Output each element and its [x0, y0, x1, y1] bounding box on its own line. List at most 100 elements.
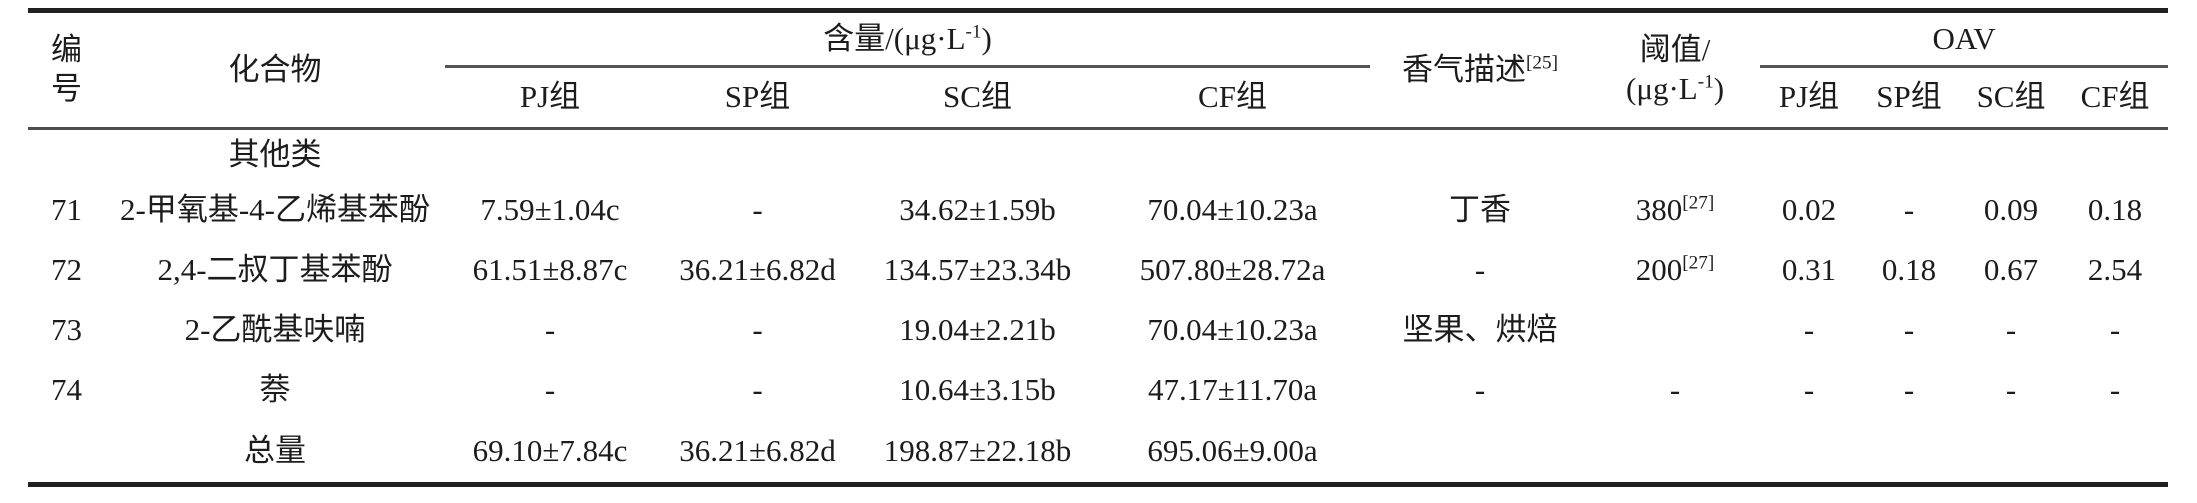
empty-cell	[1960, 129, 2062, 181]
oav-value-sc: 0.09	[1983, 192, 2039, 228]
oav-value-pj: -	[1803, 372, 1815, 408]
aroma-reference-superscript: [25]	[1526, 52, 1559, 74]
total-content-cf: 695.06±9.00a	[1147, 432, 1318, 468]
content-unit-superscript: -1	[965, 21, 982, 43]
threshold-value: 200[27]	[1635, 252, 1715, 288]
aroma-description: -	[1474, 372, 1486, 408]
column-group-oav: OAV	[1760, 10, 2169, 68]
total-label: 总量	[244, 432, 306, 468]
content-value-cf: 507.80±28.72a	[1139, 252, 1326, 288]
table-row: 71 2-甲氧基-4-乙烯基苯酚 7.59±1.04c - 34.62±1.59…	[28, 181, 2168, 241]
aroma-description: 坚果、烘焙	[1402, 312, 1558, 348]
content-value-sp: -	[752, 192, 763, 228]
empty-cell	[1858, 129, 1960, 181]
oav-value-sc: 0.67	[1983, 252, 2039, 288]
threshold-value: 380[27]	[1635, 192, 1715, 228]
total-content-sc: 198.87±22.18b	[883, 432, 1072, 468]
column-group-content: 含量/(μg·L-1)	[445, 10, 1371, 68]
empty-cell	[2062, 129, 2168, 181]
threshold-value	[1590, 301, 1760, 361]
threshold-reference-superscript: [27]	[1682, 252, 1715, 274]
empty-cell	[28, 421, 105, 485]
content-value-cf: 70.04±10.23a	[1147, 192, 1318, 228]
column-header-compound: 化合物	[105, 10, 445, 130]
row-id: 73	[51, 312, 82, 348]
compound-name: 2-甲氧基-4-乙烯基苯酚	[120, 192, 430, 228]
total-content-sp: 36.21±6.82d	[679, 432, 836, 468]
content-value-cf: 70.04±10.23a	[1147, 312, 1318, 348]
id-header-label: 编号	[51, 32, 82, 106]
content-value-sc: 10.64±3.15b	[899, 372, 1056, 408]
empty-cell	[1760, 421, 1858, 485]
compound-name: 2,4-二叔丁基苯酚	[157, 252, 393, 288]
category-label: 其他类	[228, 136, 322, 172]
category-row-others: 其他类	[28, 129, 2168, 181]
table-row: 74 萘 - - 10.64±3.15b 47.17±11.70a - - - …	[28, 361, 2168, 421]
empty-cell	[1590, 421, 1760, 485]
oav-value-sp: -	[1903, 192, 1915, 228]
content-subheader-pj: PJ组	[445, 66, 655, 130]
content-value-pj: -	[544, 312, 556, 348]
compound-name: 萘	[259, 372, 291, 408]
content-value-sc: 34.62±1.59b	[899, 192, 1056, 228]
header-row-groups: 编号 化合物 含量/(μg·L-1) 香气描述[25] 阈值/ (μg·L-1)…	[28, 10, 2169, 130]
content-value-sp: -	[752, 312, 763, 348]
compound-content-oav-table: 编号 化合物 含量/(μg·L-1) 香气描述[25] 阈值/ (μg·L-1)…	[28, 8, 2169, 487]
content-value-pj: -	[544, 372, 556, 408]
total-row: 总量 69.10±7.84c 36.21±6.82d 198.87±22.18b…	[28, 421, 2168, 485]
content-value-sp: 36.21±6.82d	[679, 252, 836, 288]
table-row: 72 2,4-二叔丁基苯酚 61.51±8.87c 36.21±6.82d 13…	[28, 241, 2168, 301]
content-value-pj: 7.59±1.04c	[480, 192, 620, 228]
oav-subheader-cf: CF组	[2062, 66, 2169, 130]
content-value-sc: 19.04±2.21b	[899, 312, 1056, 348]
empty-cell	[1960, 421, 2062, 485]
empty-cell	[1370, 129, 1590, 181]
oav-value-sp: -	[1903, 372, 1915, 408]
column-header-threshold: 阈值/ (μg·L-1)	[1590, 10, 1761, 130]
oav-value-sc: -	[2005, 372, 2017, 408]
empty-cell	[1370, 421, 1590, 485]
empty-cell	[860, 129, 1095, 181]
empty-cell	[1760, 129, 1858, 181]
aroma-description: 丁香	[1449, 192, 1512, 228]
content-value-sc: 134.57±23.34b	[883, 252, 1072, 288]
oav-value-pj: 0.02	[1781, 192, 1837, 228]
compound-header-label: 化合物	[228, 51, 322, 87]
row-id: 74	[51, 372, 82, 408]
oav-subheader-sp: SP组	[1858, 66, 1961, 130]
content-value-cf: 47.17±11.70a	[1147, 372, 1318, 408]
content-subheader-cf: CF组	[1095, 66, 1371, 130]
compound-name: 2-乙酰基呋喃	[184, 312, 366, 348]
header-row-subcolumns: PJ组 SP组 SC组 CF组 PJ组 SP组 SC组 CF组	[28, 66, 2169, 130]
oav-subheader-sc: SC组	[1960, 66, 2063, 130]
row-id: 71	[51, 192, 82, 228]
column-header-aroma: 香气描述[25]	[1370, 10, 1591, 130]
empty-cell	[1590, 129, 1760, 181]
oav-value-cf: -	[2109, 312, 2121, 348]
aroma-header-label: 香气描述	[1402, 51, 1527, 87]
content-subheader-sp: SP组	[655, 66, 860, 130]
threshold-reference-superscript: [27]	[1682, 192, 1715, 214]
threshold-header-line1: 阈值/	[1639, 32, 1711, 68]
row-id: 72	[51, 252, 82, 288]
empty-cell	[1095, 129, 1370, 181]
threshold-header-line2: (μg·L-1)	[1626, 71, 1725, 106]
empty-cell	[655, 129, 860, 181]
total-content-pj: 69.10±7.84c	[472, 432, 628, 468]
oav-value-sp: 0.18	[1881, 252, 1937, 288]
oav-value-cf: 2.54	[2087, 252, 2143, 288]
column-header-id: 编号	[28, 10, 105, 130]
content-subheader-sc: SC组	[860, 66, 1095, 130]
oav-value-pj: -	[1803, 312, 1815, 348]
oav-value-sc: -	[2005, 312, 2017, 348]
threshold-unit-superscript: -1	[1697, 71, 1714, 93]
oav-group-label: OAV	[1932, 20, 1996, 56]
empty-cell	[445, 129, 655, 181]
content-value-pj: 61.51±8.87c	[472, 252, 628, 288]
oav-value-cf: -	[2109, 372, 2121, 408]
content-value-sp: -	[752, 372, 763, 408]
oav-value-sp: -	[1903, 312, 1915, 348]
table-row: 73 2-乙酰基呋喃 - - 19.04±2.21b 70.04±10.23a …	[28, 301, 2168, 361]
oav-value-cf: 0.18	[2087, 192, 2143, 228]
